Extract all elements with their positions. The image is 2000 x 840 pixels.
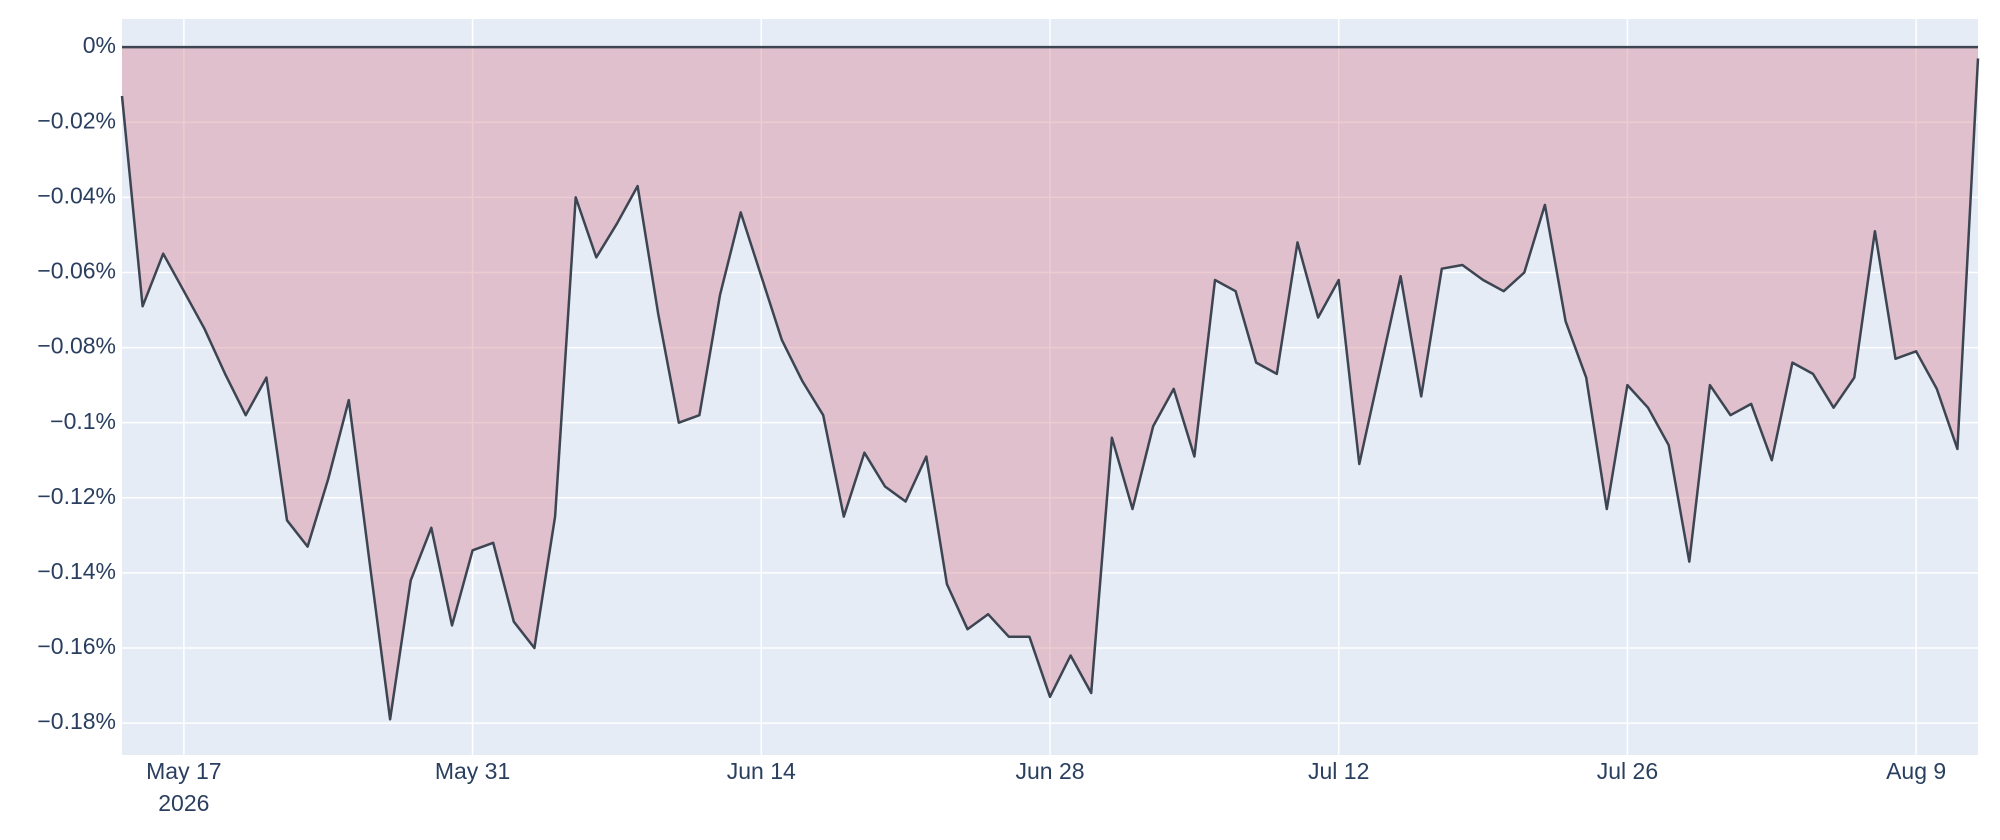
y-tick-label: −0.08% <box>37 333 116 359</box>
x-tick-label: May 17 <box>146 758 221 784</box>
x-tick-label: Aug 9 <box>1886 758 1946 784</box>
y-tick-label: 0% <box>83 32 116 58</box>
y-tick-label: −0.06% <box>37 258 116 284</box>
y-tick-label: −0.02% <box>37 107 116 133</box>
x-year-label: 2026 <box>158 790 209 816</box>
x-tick-label: May 31 <box>435 758 510 784</box>
x-tick-label: Jun 14 <box>727 758 796 784</box>
y-tick-label: −0.04% <box>37 182 116 208</box>
y-tick-label: −0.18% <box>37 708 116 734</box>
x-tick-label: Jul 26 <box>1597 758 1658 784</box>
y-tick-label: −0.14% <box>37 558 116 584</box>
y-tick-label: −0.16% <box>37 633 116 659</box>
y-tick-label: −0.12% <box>37 483 116 509</box>
x-tick-label: Jun 28 <box>1015 758 1084 784</box>
y-tick-label: −0.1% <box>50 408 116 434</box>
drawdown-line <box>120 58 1980 721</box>
drawdown-area <box>122 47 1978 720</box>
x-tick-label: Jul 12 <box>1308 758 1369 784</box>
